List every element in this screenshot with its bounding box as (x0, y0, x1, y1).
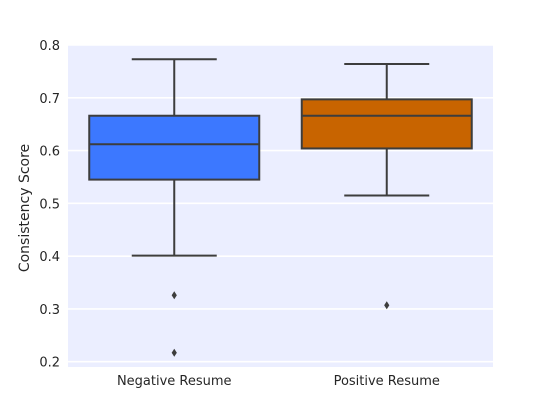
y-tick-label: 0.8 (39, 39, 60, 54)
plot-background (68, 45, 493, 367)
x-tick-label: Negative Resume (117, 374, 232, 389)
box-group (88, 58, 261, 357)
box-iqr (300, 98, 473, 150)
y-axis: 0.2 0.3 0.4 0.5 0.6 0.7 0.8 (39, 39, 60, 371)
y-tick-label: 0.5 (39, 197, 60, 212)
box-group (300, 63, 473, 310)
boxes (88, 58, 473, 357)
x-tick-label: Positive Resume (334, 374, 440, 389)
y-tick-label: 0.3 (39, 303, 60, 318)
outlier-marker (171, 348, 177, 357)
y-tick-label: 0.4 (39, 250, 60, 265)
x-axis: Negative Resume Positive Resume (117, 374, 440, 389)
y-tick-label: 0.2 (39, 356, 60, 371)
y-tick-label: 0.7 (39, 92, 60, 107)
outlier-marker (384, 301, 390, 310)
outlier-marker (171, 291, 177, 300)
y-axis-label: Consistency Score (17, 144, 33, 272)
y-tick-label: 0.6 (39, 145, 60, 160)
box-iqr (88, 114, 261, 181)
